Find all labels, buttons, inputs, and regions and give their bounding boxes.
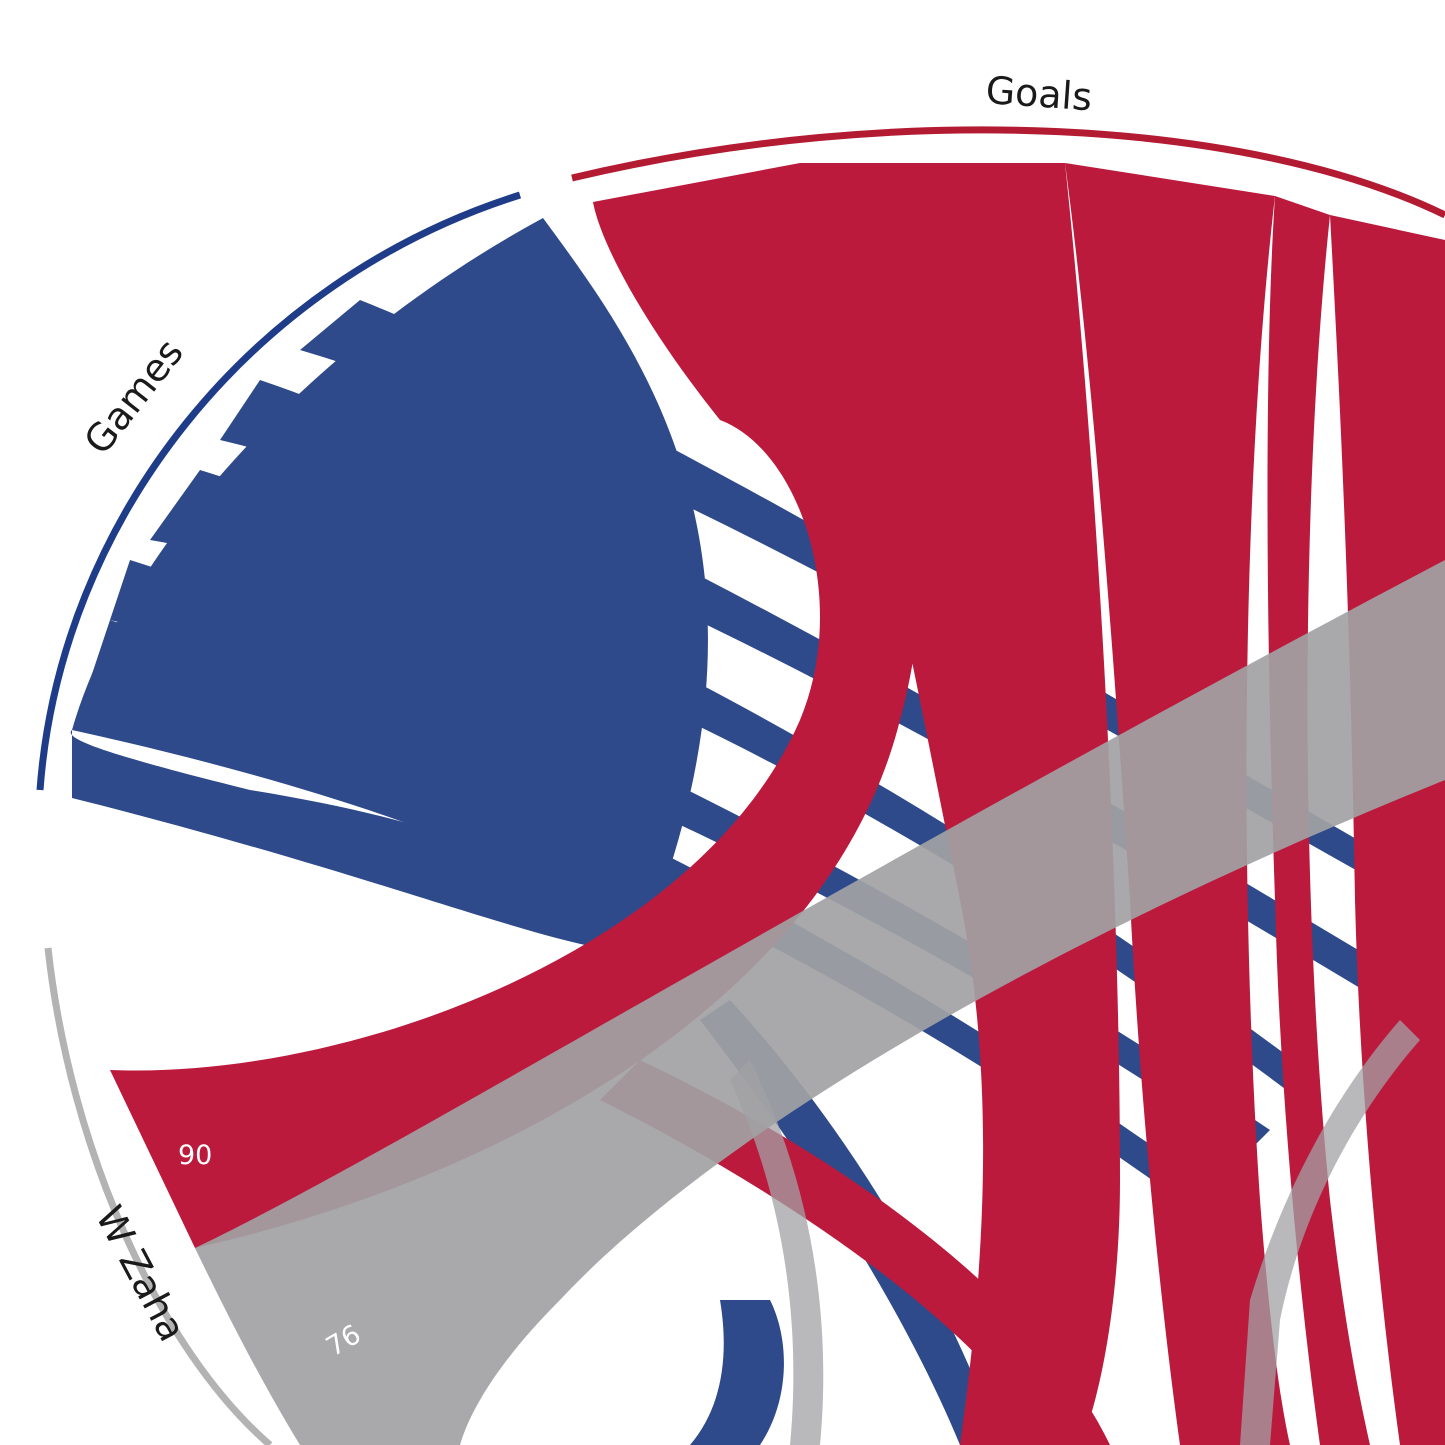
goals-group-arc bbox=[571, 126, 1445, 219]
games-ribbons bbox=[70, 218, 1445, 1445]
ribbon-player-1 bbox=[730, 1060, 824, 1445]
player-ribbons bbox=[195, 560, 1445, 1445]
value-label-games: 458 bbox=[118, 998, 170, 1029]
ribbon-games-8 bbox=[690, 1300, 784, 1445]
ribbon-games-5 bbox=[90, 620, 1200, 1200]
ribbon-player-zaha bbox=[195, 560, 1445, 1445]
ribbon-goals-4 bbox=[1330, 215, 1445, 1445]
player-group-arc bbox=[44, 947, 273, 1445]
ribbon-games-6 bbox=[110, 560, 1270, 1150]
ribbon-games-zaha bbox=[70, 730, 641, 951]
ribbon-games-2 bbox=[150, 470, 1320, 1100]
games-group-arc bbox=[36, 191, 522, 791]
ribbon-games-3 bbox=[220, 380, 1400, 1000]
group-label-goals: Goals bbox=[984, 68, 1093, 119]
ribbon-games-4 bbox=[300, 300, 1445, 920]
ribbon-player-2 bbox=[1240, 1020, 1420, 1445]
ribbon-goals-1 bbox=[800, 163, 1120, 1445]
ribbon-goals-3 bbox=[1267, 196, 1370, 1445]
group-label-player: W Zaha bbox=[87, 1199, 195, 1349]
value-label-goals: 90 bbox=[178, 1140, 212, 1171]
